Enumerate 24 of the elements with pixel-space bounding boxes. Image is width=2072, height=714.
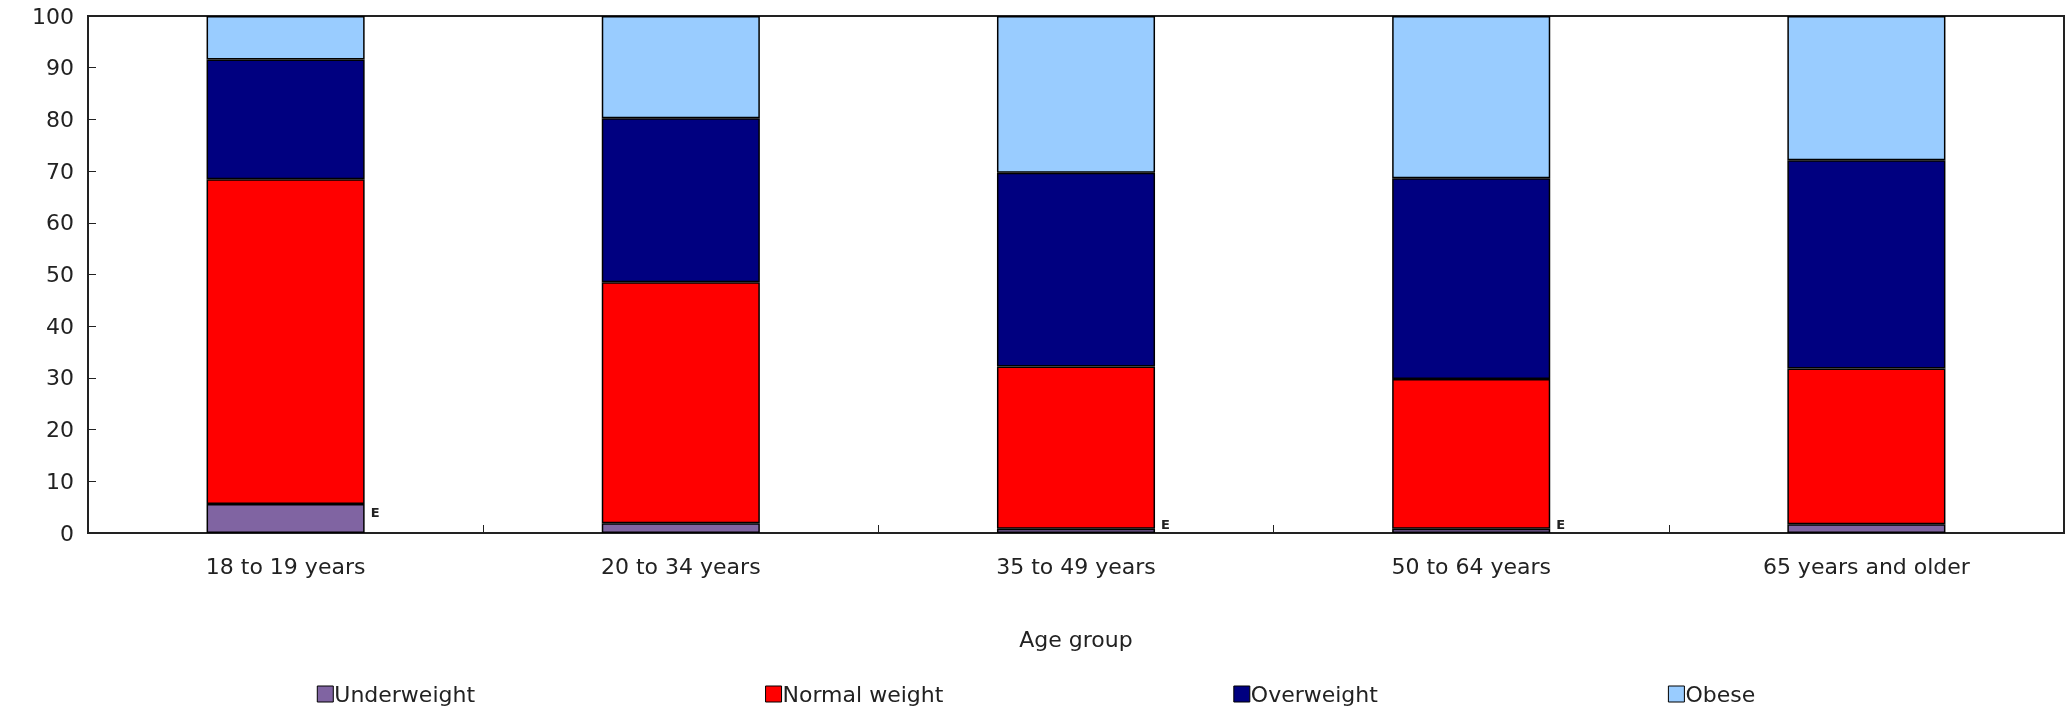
y-tick-label: 90 [46, 55, 74, 81]
y-tick-label: 0 [60, 520, 74, 546]
y-tick-label: 50 [46, 262, 74, 287]
legend-label: Overweight [1250, 681, 1379, 707]
y-tick-label: 60 [46, 210, 74, 236]
x-tick-label: 20 to 34 years [601, 553, 761, 579]
x-tick-label: 18 to 19 years [205, 553, 366, 579]
y-tick-label: 80 [46, 106, 74, 132]
legend-label: Normal weight [782, 681, 944, 707]
y-tick-label: 30 [46, 365, 74, 391]
data-label: E [1556, 517, 1566, 533]
x-tick-label: 50 to 64 years [1391, 553, 1551, 579]
data-label: E [1161, 517, 1170, 533]
y-tick-label: 40 [46, 313, 74, 339]
legend-label: Obese [1685, 681, 1756, 707]
y-tick-label: 100 [32, 3, 74, 29]
legend-label: Underweight [334, 681, 476, 707]
y-tick-label: 20 [46, 417, 74, 443]
data-label: E [370, 505, 380, 521]
x-axis-title: Age group [1019, 626, 1133, 652]
x-tick-label: 35 to 49 years [996, 553, 1156, 579]
y-tick-label: 70 [46, 158, 74, 184]
y-tick-label: 10 [46, 468, 74, 494]
x-tick-label: 65 years and older [1762, 553, 1971, 579]
